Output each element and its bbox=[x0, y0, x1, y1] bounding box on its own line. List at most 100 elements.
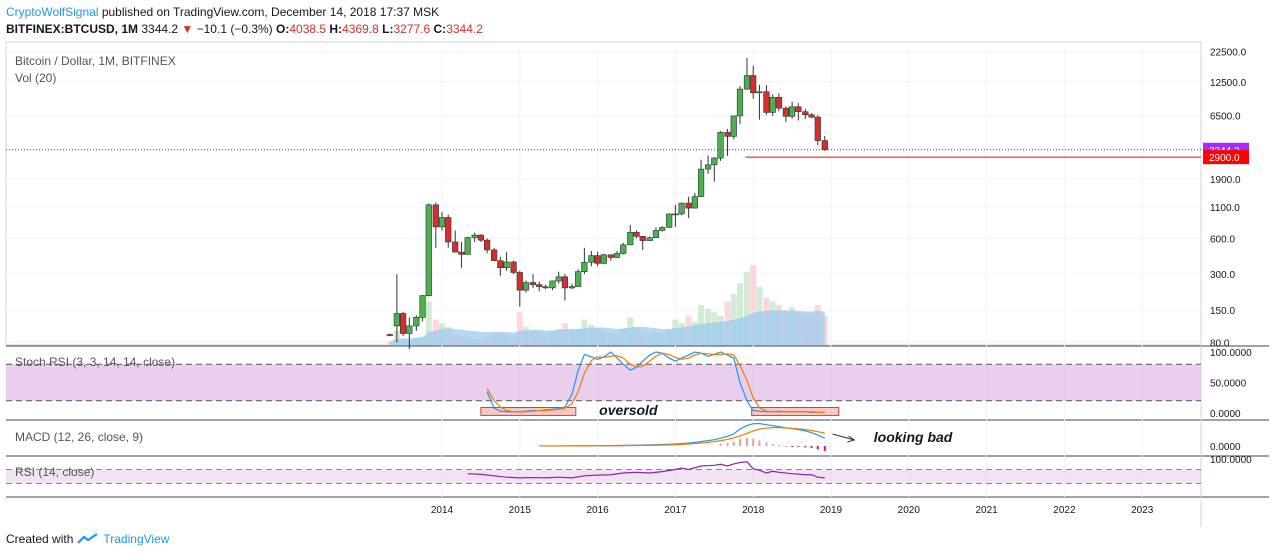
candle-body bbox=[432, 204, 439, 228]
candle bbox=[672, 204, 679, 227]
x-tick-label: 2015 bbox=[509, 505, 532, 516]
author-link[interactable]: CryptoWolfSignal bbox=[6, 5, 99, 19]
candle-body bbox=[814, 116, 821, 141]
x-tick-label: 2017 bbox=[664, 505, 687, 516]
low-value: 3277.6 bbox=[393, 22, 431, 36]
candle bbox=[575, 269, 582, 287]
arrow-icon bbox=[832, 433, 855, 441]
candle bbox=[743, 57, 751, 90]
candle-body bbox=[607, 254, 614, 258]
candle-body bbox=[497, 260, 504, 269]
candle bbox=[452, 230, 459, 253]
y-tick-label: 100.0000 bbox=[1210, 348, 1252, 359]
candle-body bbox=[743, 75, 751, 90]
candle-body bbox=[717, 131, 724, 159]
y-tick-label: 0.0000 bbox=[1210, 442, 1241, 453]
candle bbox=[568, 283, 576, 290]
candle bbox=[750, 65, 757, 99]
candle bbox=[406, 317, 413, 350]
change-value: −10.1 (−0.3%) bbox=[196, 22, 273, 36]
macd-histogram-bar bbox=[771, 444, 774, 446]
x-tick-label: 2020 bbox=[898, 505, 921, 516]
volume-ma bbox=[389, 310, 825, 345]
candle bbox=[516, 270, 523, 307]
macd-histogram-bar bbox=[784, 445, 787, 447]
candle-body bbox=[613, 253, 621, 258]
candle-body bbox=[821, 140, 828, 151]
candle-body bbox=[568, 286, 576, 289]
x-tick-label: 2022 bbox=[1053, 505, 1076, 516]
rsi-title: RSI (14, close) bbox=[15, 465, 94, 479]
candle-body bbox=[503, 261, 510, 269]
last-price: 3344.2 bbox=[141, 22, 179, 36]
candle bbox=[432, 202, 439, 248]
candle bbox=[697, 159, 705, 197]
candle-body bbox=[697, 168, 705, 197]
candle bbox=[808, 113, 815, 118]
candle-body bbox=[600, 254, 607, 264]
candle-body bbox=[581, 261, 588, 272]
candle bbox=[594, 251, 601, 267]
volume-bar bbox=[425, 301, 432, 345]
candle bbox=[561, 274, 569, 301]
candle-body bbox=[685, 202, 692, 209]
x-tick-label: 2019 bbox=[820, 505, 843, 516]
candle-body bbox=[639, 236, 646, 241]
macd-line bbox=[539, 426, 825, 447]
y-tick-label: 50.0000 bbox=[1210, 379, 1247, 390]
candle bbox=[620, 242, 627, 255]
candle bbox=[413, 315, 420, 331]
candle bbox=[646, 236, 653, 242]
looking-bad-label: looking bad bbox=[874, 429, 953, 445]
y-tick-label: 300.0 bbox=[1210, 270, 1235, 281]
candle bbox=[522, 280, 530, 293]
candle-body bbox=[659, 227, 666, 231]
candle bbox=[678, 202, 685, 216]
candle bbox=[536, 281, 543, 292]
high-value: 4369.8 bbox=[342, 22, 379, 36]
candle bbox=[652, 227, 660, 239]
y-tick-label: 22500.0 bbox=[1210, 47, 1247, 58]
candle-body bbox=[782, 107, 789, 117]
y-tick-label: 1900.0 bbox=[1210, 175, 1241, 186]
candle-body bbox=[678, 202, 685, 215]
candle-body bbox=[522, 282, 530, 291]
stoch-line bbox=[486, 352, 825, 413]
x-tick-label: 2014 bbox=[431, 505, 454, 516]
y-tick-label: 600.0 bbox=[1210, 234, 1235, 245]
candle bbox=[581, 247, 588, 275]
candles bbox=[386, 57, 828, 350]
tradingview-brand[interactable]: TradingView bbox=[103, 532, 170, 546]
y-tick-label: 100.0000 bbox=[1210, 455, 1252, 466]
level-badge-text: 2900.0 bbox=[1209, 153, 1240, 164]
candle bbox=[484, 238, 491, 254]
candle bbox=[503, 252, 510, 271]
candle bbox=[549, 280, 556, 291]
candle-body bbox=[529, 282, 537, 285]
candle bbox=[542, 284, 549, 290]
candle bbox=[588, 251, 595, 267]
candle-body bbox=[575, 271, 582, 287]
candle bbox=[814, 115, 821, 146]
candle-body bbox=[594, 255, 601, 264]
candle-body bbox=[666, 213, 673, 228]
candle-body bbox=[510, 261, 517, 273]
volume-bar bbox=[736, 283, 743, 345]
rsi-band bbox=[6, 469, 1201, 484]
candle-body bbox=[711, 157, 718, 166]
candle bbox=[821, 135, 828, 151]
volume-title: Vol (20) bbox=[15, 71, 56, 85]
candle bbox=[613, 251, 621, 259]
candle bbox=[555, 271, 562, 284]
x-tick-label: 2018 bbox=[742, 505, 765, 516]
candle-body bbox=[691, 196, 698, 209]
candle-body bbox=[588, 255, 595, 263]
candle-body bbox=[406, 325, 413, 334]
macd-title: MACD (12, 26, close, 9) bbox=[15, 430, 143, 444]
volume-bar bbox=[743, 272, 750, 345]
y-tick-label: 1100.0 bbox=[1210, 203, 1240, 214]
candle-body bbox=[750, 75, 757, 94]
candle bbox=[464, 236, 471, 255]
stoch-rsi-pane: oversold bbox=[6, 351, 1201, 418]
